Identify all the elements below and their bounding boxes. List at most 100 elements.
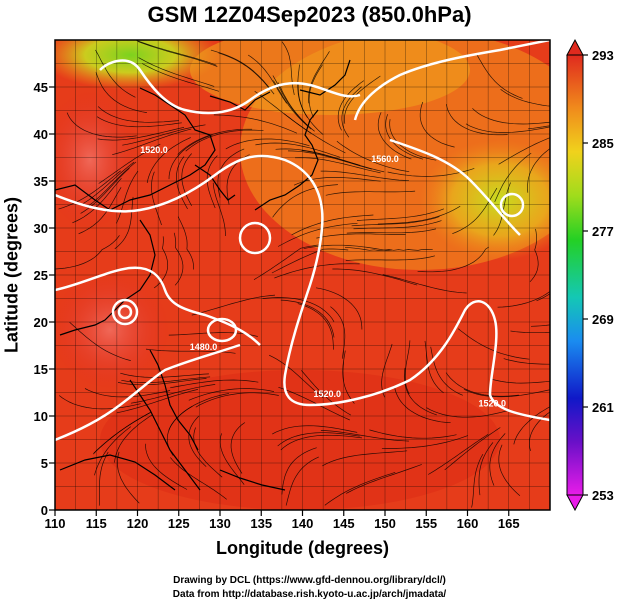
streamline bbox=[316, 233, 406, 239]
x-tick-label: 155 bbox=[415, 516, 437, 531]
streamline bbox=[66, 112, 137, 138]
streamline bbox=[287, 150, 372, 170]
streamline bbox=[377, 205, 461, 225]
streamline bbox=[130, 384, 216, 404]
streamline bbox=[136, 40, 217, 66]
streamline bbox=[96, 116, 182, 128]
colorbar-tick-label: 285 bbox=[592, 136, 614, 151]
streamline bbox=[315, 287, 363, 330]
streamline bbox=[112, 128, 192, 156]
streamline bbox=[98, 143, 161, 184]
streamline bbox=[426, 407, 511, 418]
streamline bbox=[330, 306, 346, 359]
x-tick-label: 140 bbox=[292, 516, 314, 531]
streamline bbox=[463, 388, 550, 398]
streamline bbox=[271, 248, 349, 274]
x-tick-label: 135 bbox=[250, 516, 272, 531]
y-tick-label: 10 bbox=[34, 409, 48, 424]
streamline bbox=[356, 208, 445, 221]
x-tick-label: 130 bbox=[209, 516, 231, 531]
streamline bbox=[92, 412, 151, 455]
x-tick-label: 165 bbox=[498, 516, 520, 531]
x-tick-label: 160 bbox=[457, 516, 479, 531]
streamline bbox=[325, 190, 416, 196]
streamline bbox=[168, 393, 229, 431]
streamline bbox=[475, 53, 523, 99]
y-axis-ticks: 0 5 10 15 20 25 30 35 40 45 bbox=[34, 80, 55, 518]
streamline bbox=[193, 427, 223, 478]
streamline bbox=[120, 372, 209, 378]
streamline bbox=[151, 171, 162, 226]
streamline bbox=[116, 389, 198, 414]
streamline bbox=[493, 182, 511, 236]
streamline bbox=[529, 411, 550, 451]
x-tick-label: 115 bbox=[86, 516, 107, 531]
streamline bbox=[382, 274, 467, 294]
contour-label: 1480.0 bbox=[190, 342, 218, 352]
streamline bbox=[285, 456, 319, 506]
streamline bbox=[320, 170, 410, 182]
streamline bbox=[185, 129, 264, 152]
streamline bbox=[465, 123, 550, 133]
coastlines bbox=[55, 59, 351, 491]
y-tick-label: 5 bbox=[41, 456, 48, 471]
contour-label: 1520.0 bbox=[140, 145, 168, 155]
map-title: GSM 12Z04Sep2023 (850.0hPa) bbox=[147, 2, 472, 27]
streamline bbox=[428, 434, 489, 475]
streamline bbox=[320, 430, 409, 442]
streamline bbox=[297, 83, 324, 135]
streamline bbox=[344, 75, 381, 124]
streamline bbox=[145, 443, 188, 490]
streamline bbox=[337, 80, 365, 131]
streamline bbox=[324, 471, 396, 506]
lat-lon-grid bbox=[55, 40, 550, 510]
streamline bbox=[381, 343, 393, 398]
streamline bbox=[291, 214, 374, 236]
streamline bbox=[444, 427, 501, 471]
streamline bbox=[528, 125, 550, 130]
streamline bbox=[471, 454, 484, 508]
streamline bbox=[353, 220, 442, 230]
streamline bbox=[168, 332, 258, 337]
y-tick-label: 25 bbox=[34, 268, 48, 283]
x-tick-label: 125 bbox=[168, 516, 190, 531]
streamline bbox=[277, 222, 358, 247]
streamline bbox=[177, 128, 253, 155]
streamline bbox=[297, 303, 334, 350]
streamline bbox=[445, 104, 508, 136]
streamline bbox=[530, 324, 550, 327]
streamline bbox=[424, 340, 444, 394]
streamline bbox=[503, 358, 550, 365]
streamline bbox=[114, 414, 153, 463]
contour-label: 1560.0 bbox=[371, 154, 399, 164]
streamline bbox=[280, 299, 335, 338]
colorbar-tick-label: 277 bbox=[592, 224, 614, 239]
streamline bbox=[529, 228, 539, 283]
streamline bbox=[332, 268, 418, 286]
streamline bbox=[255, 142, 341, 158]
streamline bbox=[301, 370, 351, 416]
streamline bbox=[381, 435, 469, 450]
credit-dcl: Drawing by DCL (https://www.gfd-dennou.o… bbox=[173, 575, 446, 586]
streamline bbox=[176, 156, 188, 210]
streamline bbox=[394, 386, 451, 424]
x-tick-label: 110 bbox=[45, 516, 66, 531]
geopotential-contours bbox=[55, 40, 550, 442]
streamline bbox=[58, 170, 121, 210]
colorbar-tick-label: 261 bbox=[592, 400, 614, 415]
streamline bbox=[97, 127, 185, 141]
streamline bbox=[173, 232, 184, 286]
streamline bbox=[272, 425, 358, 435]
streamline bbox=[262, 297, 335, 322]
colorbar: 253 261 269 277 285 293 bbox=[566, 38, 614, 512]
streamline bbox=[95, 49, 136, 98]
streamline bbox=[138, 57, 215, 87]
streamline bbox=[336, 140, 410, 173]
streamline bbox=[115, 170, 139, 224]
colorbar-tick-label: 293 bbox=[592, 48, 614, 63]
streamline bbox=[344, 246, 433, 251]
streamline bbox=[452, 187, 498, 235]
streamline bbox=[142, 63, 220, 92]
streamline bbox=[225, 138, 310, 150]
